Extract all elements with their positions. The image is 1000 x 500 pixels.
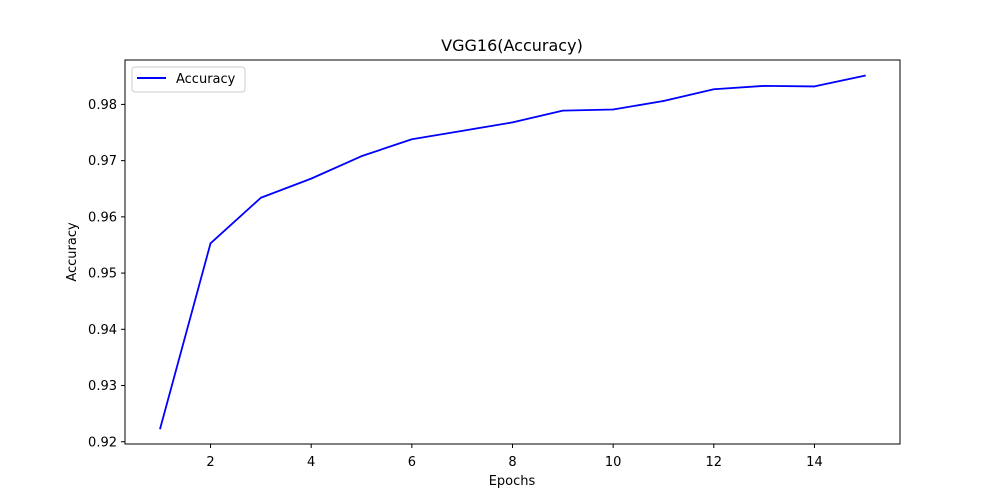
- data-point: [662, 100, 665, 102]
- x-tick-label: 14: [806, 455, 823, 470]
- legend: Accuracy: [131, 66, 246, 93]
- chart-title: VGG16(Accuracy): [441, 36, 583, 55]
- legend-box: [131, 66, 246, 93]
- x-tick-label: 12: [706, 455, 723, 470]
- y-tick-label: 0.96: [88, 210, 117, 225]
- y-tick-label: 0.94: [88, 323, 117, 338]
- series-layer: [159, 74, 866, 430]
- legend-label: Accuracy: [176, 72, 236, 87]
- x-tick-label: 6: [408, 455, 416, 470]
- x-tick-label: 10: [605, 455, 622, 470]
- data-point: [259, 196, 262, 199]
- y-tick-label: 0.95: [88, 267, 117, 282]
- x-axis-label: Epochs: [489, 474, 536, 489]
- data-point: [511, 121, 514, 124]
- x-axis: 2 4 6 8 10 12 14: [206, 444, 823, 470]
- series-line-accuracy: [159, 74, 866, 430]
- data-point: [159, 427, 162, 430]
- y-tick-label: 0.98: [88, 98, 117, 113]
- data-point: [612, 108, 615, 111]
- y-tick-label: 0.92: [88, 435, 117, 450]
- data-point: [410, 138, 413, 141]
- data-point: [209, 242, 212, 245]
- data-point: [360, 155, 363, 158]
- plot-frame: [124, 59, 901, 445]
- data-point: [310, 177, 313, 180]
- x-tick-label: 2: [206, 455, 214, 470]
- data-point: [461, 129, 464, 132]
- y-tick-label: 0.97: [88, 154, 117, 169]
- y-tick-label: 0.93: [88, 379, 117, 394]
- y-axis-label: Accuracy: [65, 222, 80, 282]
- x-tick-label: 8: [508, 455, 516, 470]
- data-point: [763, 84, 766, 87]
- data-point: [813, 85, 816, 88]
- y-axis: 0.92 0.93 0.94 0.95 0.96 0.97 0.98: [88, 98, 125, 450]
- data-point: [712, 88, 715, 91]
- data-point: [561, 109, 564, 112]
- x-tick-label: 4: [307, 455, 315, 470]
- data-point: [863, 74, 866, 77]
